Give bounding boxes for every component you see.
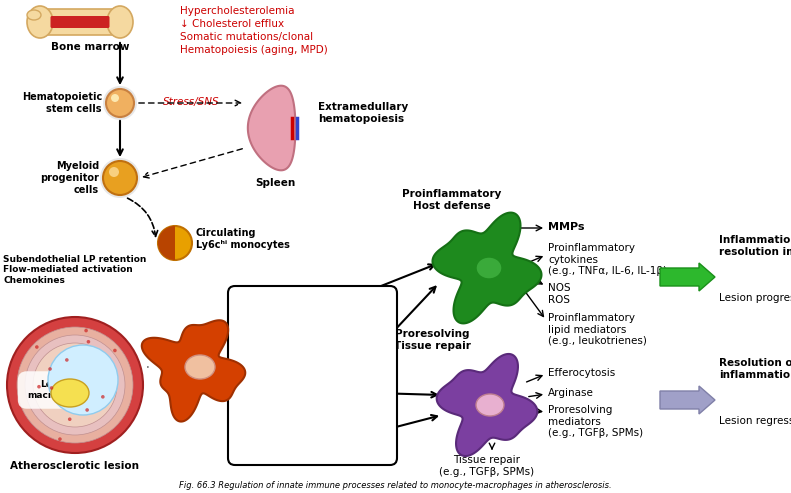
Text: Bone marrow: Bone marrow xyxy=(51,42,129,52)
Circle shape xyxy=(113,349,117,352)
Circle shape xyxy=(100,158,140,198)
Ellipse shape xyxy=(185,355,215,379)
Circle shape xyxy=(85,329,88,332)
Ellipse shape xyxy=(476,394,504,416)
Text: Cellular energy metabolism: Cellular energy metabolism xyxy=(245,398,380,408)
Circle shape xyxy=(59,437,62,441)
Circle shape xyxy=(48,367,52,371)
Ellipse shape xyxy=(27,10,41,20)
Text: Atherosclerotic lesion: Atherosclerotic lesion xyxy=(10,461,139,471)
Circle shape xyxy=(33,343,117,427)
Text: Stress/SNS: Stress/SNS xyxy=(163,97,220,107)
Circle shape xyxy=(35,345,39,349)
Circle shape xyxy=(85,408,89,412)
Text: Efferocytosis: Efferocytosis xyxy=(548,368,615,378)
Text: Fig. 66.3 Regulation of innate immune processes related to monocyte-macrophages : Fig. 66.3 Regulation of innate immune pr… xyxy=(179,481,611,490)
Text: Proresolving
Tissue repair: Proresolving Tissue repair xyxy=(394,329,471,351)
Text: Hypercholesterolemia: Hypercholesterolemia xyxy=(180,6,294,16)
Polygon shape xyxy=(142,320,245,422)
Text: ROS: ROS xyxy=(548,295,570,305)
Circle shape xyxy=(68,418,71,421)
Circle shape xyxy=(158,226,192,260)
Ellipse shape xyxy=(476,257,502,279)
FancyBboxPatch shape xyxy=(51,16,109,28)
Polygon shape xyxy=(437,354,537,456)
Polygon shape xyxy=(433,212,542,323)
Text: NOS: NOS xyxy=(548,283,570,293)
Circle shape xyxy=(111,94,119,102)
Text: Subendothelial LP retention
Flow-mediated activation
Chemokines: Subendothelial LP retention Flow-mediate… xyxy=(3,255,146,285)
Text: Extramedullary
hematopoiesis: Extramedullary hematopoiesis xyxy=(318,102,408,124)
Text: Tissue repair
(e.g., TGFβ, SPMs): Tissue repair (e.g., TGFβ, SPMs) xyxy=(440,455,535,477)
Circle shape xyxy=(103,161,137,195)
Text: Monocyte subtype origin: Monocyte subtype origin xyxy=(252,307,373,317)
Text: ↓ Cholesterol efflux: ↓ Cholesterol efflux xyxy=(180,19,284,29)
Text: Arginase: Arginase xyxy=(548,388,594,398)
FancyBboxPatch shape xyxy=(228,286,397,465)
FancyArrow shape xyxy=(660,263,715,291)
Circle shape xyxy=(17,327,133,443)
Circle shape xyxy=(65,358,69,362)
Text: Proinflammatory
lipid mediators
(e.g., leukotrienes): Proinflammatory lipid mediators (e.g., l… xyxy=(548,313,647,346)
Circle shape xyxy=(37,385,41,388)
Text: Proinflammatory
cytokines
(e.g., TNFα, IL-6, IL-1β): Proinflammatory cytokines (e.g., TNFα, I… xyxy=(548,243,667,276)
Text: MMPs: MMPs xyxy=(548,222,585,232)
Text: Proresolving
mediators
(e.g., TGFβ, SPMs): Proresolving mediators (e.g., TGFβ, SPMs… xyxy=(548,405,643,438)
Text: Epigenetic changes: Epigenetic changes xyxy=(265,425,361,435)
Ellipse shape xyxy=(27,6,53,38)
Circle shape xyxy=(106,89,134,117)
Text: Lesional
macrophages: Lesional macrophages xyxy=(27,380,95,400)
Text: Hematopoietic
stem cells: Hematopoietic stem cells xyxy=(21,92,102,114)
Text: Inflammation:
resolution imbalance: Inflammation: resolution imbalance xyxy=(719,235,791,257)
Circle shape xyxy=(109,167,119,177)
Circle shape xyxy=(87,340,90,344)
FancyBboxPatch shape xyxy=(46,9,114,35)
Text: Microenvironment (niche)
(e.g., T cell cytokines, cellular
cholesterol, microbio: Microenvironment (niche) (e.g., T cell c… xyxy=(240,333,385,378)
Ellipse shape xyxy=(51,379,89,407)
Text: Resolution of
inflammation: Resolution of inflammation xyxy=(719,358,791,380)
Circle shape xyxy=(25,335,125,435)
Text: Lesion progression: Lesion progression xyxy=(719,293,791,303)
Polygon shape xyxy=(158,226,175,260)
Text: Lesion regression: Lesion regression xyxy=(719,416,791,426)
FancyArrow shape xyxy=(660,386,715,414)
Ellipse shape xyxy=(107,6,133,38)
Circle shape xyxy=(48,345,118,415)
Polygon shape xyxy=(248,86,296,170)
Text: Hematopoiesis (aging, MPD): Hematopoiesis (aging, MPD) xyxy=(180,45,327,55)
Circle shape xyxy=(50,386,53,390)
Text: Proinflammatory
Host defense: Proinflammatory Host defense xyxy=(403,189,501,211)
Text: Myeloid
progenitor
cells: Myeloid progenitor cells xyxy=(40,161,99,195)
Circle shape xyxy=(7,317,143,453)
Circle shape xyxy=(103,86,137,120)
Text: Circulating
Ly6cʰⁱ monocytes: Circulating Ly6cʰⁱ monocytes xyxy=(196,228,290,250)
Text: Somatic mutations/clonal: Somatic mutations/clonal xyxy=(180,32,313,42)
Circle shape xyxy=(101,395,104,399)
Text: Spleen: Spleen xyxy=(255,178,295,188)
